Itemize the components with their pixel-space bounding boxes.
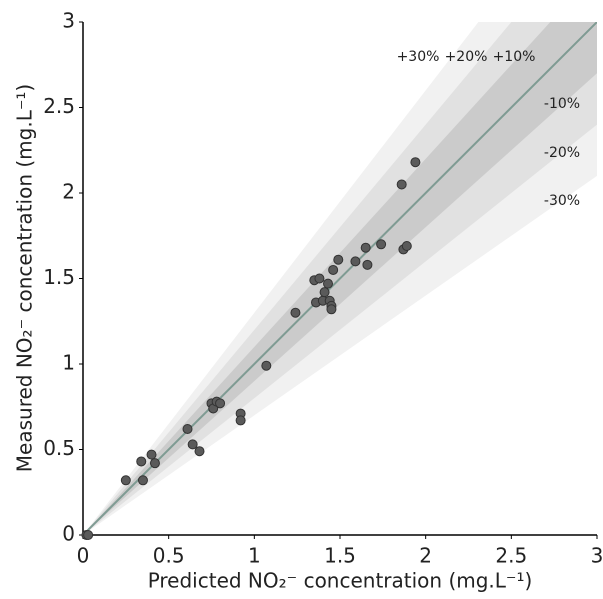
y-tick-label: 3 <box>62 9 75 33</box>
data-point <box>323 278 334 289</box>
data-point <box>194 446 205 457</box>
data-point <box>326 304 337 315</box>
band-label: +10% <box>493 49 536 65</box>
x-tick-label: 0.5 <box>153 544 185 568</box>
x-tick-label: 1 <box>248 544 261 568</box>
bands <box>83 22 597 535</box>
one-to-one-line <box>83 22 597 535</box>
data-point <box>350 256 361 267</box>
band-label: -30% <box>544 193 580 209</box>
data-point <box>120 475 131 486</box>
data-point <box>360 242 371 253</box>
y-tick-label: 0 <box>62 522 75 546</box>
data-point <box>83 530 94 540</box>
data-point <box>235 415 246 426</box>
data-point <box>215 398 226 409</box>
data-point <box>149 458 160 469</box>
data-point <box>187 439 198 450</box>
data-point <box>410 157 421 168</box>
y-tick-label: 0.5 <box>43 436 75 460</box>
x-tick-label: 1.5 <box>324 544 356 568</box>
data-point <box>146 449 157 460</box>
data-point <box>182 423 193 434</box>
data-point <box>376 239 387 250</box>
data-point <box>319 287 330 298</box>
band-label: +20% <box>445 49 488 65</box>
x-tick-label: 0 <box>77 544 90 568</box>
y-axis-label: Measured NO₂⁻ concentration (mg.L⁻¹) <box>13 84 37 472</box>
x-axis-label: Predicted NO₂⁻ concentration (mg.L⁻¹) <box>148 569 533 593</box>
tolerance-band <box>83 22 597 535</box>
band-label: -10% <box>544 96 580 112</box>
y-tick-label: 2 <box>62 180 75 204</box>
x-tick-label: 3 <box>591 544 603 568</box>
band-label: +30% <box>397 49 440 65</box>
band-label: -20% <box>544 145 580 161</box>
data-point <box>136 456 147 467</box>
data-point <box>328 264 339 275</box>
data-point <box>401 241 412 252</box>
data-point <box>261 360 272 371</box>
y-tick-label: 1 <box>62 351 75 375</box>
data-point <box>314 273 325 284</box>
y-tick-label: 1.5 <box>43 265 75 289</box>
x-tick-label: 2 <box>419 544 432 568</box>
data-point <box>362 259 373 270</box>
data-point <box>396 179 407 190</box>
data-point <box>333 254 344 265</box>
data-point <box>137 475 148 486</box>
y-tick-label: 2.5 <box>43 94 75 118</box>
x-tick-label: 2.5 <box>495 544 527 568</box>
data-point <box>290 307 301 318</box>
